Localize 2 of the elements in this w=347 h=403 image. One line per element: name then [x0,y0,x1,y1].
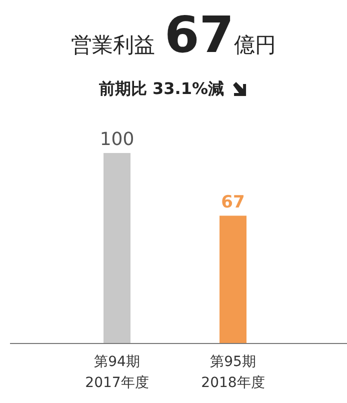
title: 営業利益 67億円 [70,6,276,64]
subtitle: 前期比 33.1%減 [98,79,224,98]
